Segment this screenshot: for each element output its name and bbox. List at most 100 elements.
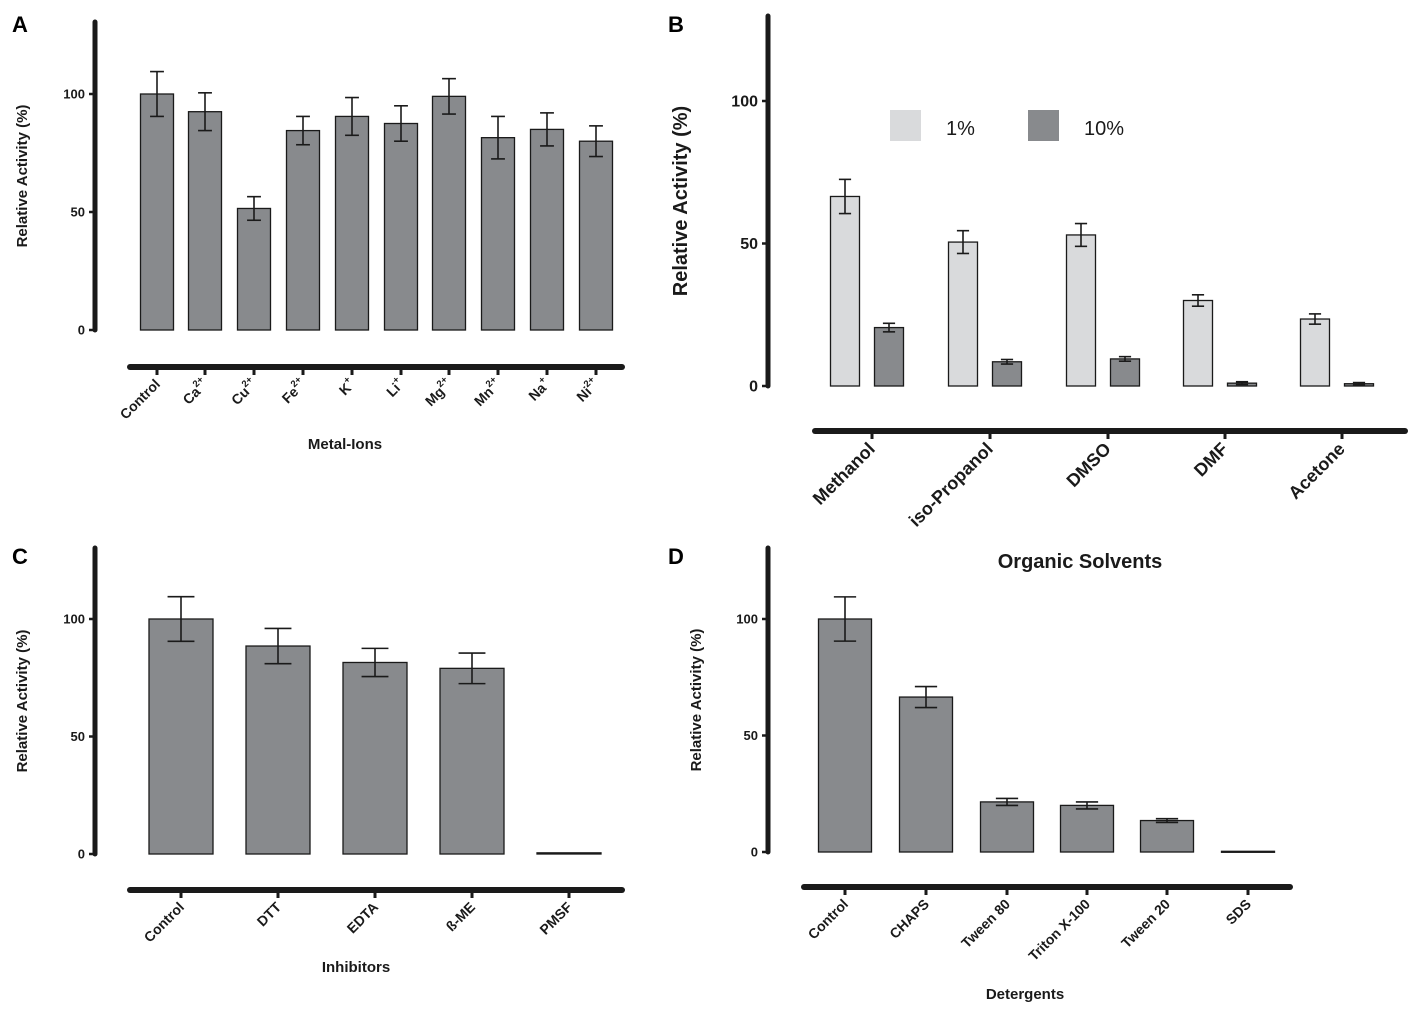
x-tick-label-text: CHAPS [886,896,932,942]
bar-10pct-2 [1109,358,1141,387]
x-tick-label: Ni2+ [572,374,603,405]
bar-1pct-2 [1065,234,1097,387]
x-tick-label: iso-Propanol [905,439,997,531]
legend-swatch [890,110,921,141]
x-tick-label-text: Methanol [809,439,879,509]
bar-0 [148,618,214,855]
bar-3 [1059,804,1115,853]
bar-9 [578,140,614,331]
bar-0 [817,618,873,853]
chart-panel-c: 0 50 100 Relative Activity (%) Control DTT EDT… [14,545,625,976]
x-tick-label: Acetone [1284,439,1348,503]
x-tick-label: Cu2+ [227,374,261,408]
bar-2 [979,801,1035,853]
x-tick-label-text: DMF [1190,439,1232,481]
x-tick-label: Tween 80 [958,896,1013,951]
x-tick-label-text: Acetone [1284,439,1348,503]
y-tick-label: 50 [740,236,758,253]
x-tick-label: Triton X-100 [1025,896,1093,964]
bar-4 [334,115,370,331]
x-tick-label: Tween 20 [1118,896,1173,951]
x-axis-label: Metal-Ions [308,436,382,453]
x-tick-label-text: ß-ME [443,899,479,935]
bar-5 [1220,850,1276,853]
x-tick-label-text: DMSO [1063,439,1115,491]
bar-0 [139,93,175,331]
x-tick-label-text: DTT [254,898,285,929]
bar-1 [898,696,954,853]
y-tick-label: 100 [731,94,758,111]
x-tick-label: EDTA [344,899,382,937]
legend-label: 1% [946,118,975,140]
panel-label-c: C [12,544,28,569]
y-axis-label: Relative Activity (%) [14,105,31,248]
x-tick-label: K+ [334,374,358,398]
x-tick-label-text: PMSF [536,898,575,937]
bar-1pct-1 [947,241,979,387]
bar-4 [1139,819,1195,853]
bar-10pct-0 [873,326,905,387]
y-axis-label: Relative Activity (%) [688,629,705,772]
chart-panel-b: 0 50 100 Relative Activity (%) 1% 10% Methanol… [670,13,1408,573]
x-axis-label: Organic Solvents [998,551,1163,573]
y-tick-label: 0 [78,323,85,338]
bar-3 [439,667,505,855]
chart-panel-d: 0 50 100 Relative Activity (%) Control CHAPS T… [688,545,1293,1003]
bar-8 [529,128,565,331]
x-tick-label: Control [141,899,188,946]
x-tick-label: Methanol [809,439,879,509]
y-axis-label: Relative Activity (%) [670,106,692,296]
panel-label-b: B [668,12,684,37]
x-tick-label-text: Tween 20 [1118,896,1173,951]
bar-1pct-3 [1182,299,1214,387]
x-tick-label-text: Control [805,896,852,943]
panel-label-a: A [12,12,28,37]
x-tick-label-text: Control [117,376,164,423]
y-axis-label: Relative Activity (%) [14,630,31,773]
x-tick-label: Control [117,376,164,423]
bar-2 [236,207,272,331]
bar-1pct-0 [829,195,861,387]
x-axis-label: Detergents [986,986,1064,1003]
x-tick-label: Ca2+ [178,374,211,407]
bar-2 [342,661,408,855]
x-tick-label: Li+ [382,374,408,400]
bar-1 [187,111,223,331]
x-tick-label-text: Triton X-100 [1025,896,1093,964]
chart-panel-a: 0 50 100 Relative Activity (%) Control Ca2+ Cu… [14,19,625,453]
x-tick-label: DMSO [1063,439,1115,491]
legend-swatch [1028,110,1059,141]
x-tick-label: SDS [1222,896,1254,928]
y-tick-label: 50 [71,729,85,744]
x-tick-label-text: EDTA [344,899,382,937]
panel-label-d: D [668,544,684,569]
bar-3 [285,129,321,331]
legend: 1% 10% [890,110,1124,141]
x-tick-label: DMF [1190,439,1232,481]
x-tick-label: Mn2+ [469,374,504,409]
y-tick-label: 0 [751,845,758,860]
bar-4 [536,852,602,855]
x-tick-label: CHAPS [886,896,932,942]
x-tick-label: Fe2+ [277,374,309,406]
y-tick-label: 100 [736,612,758,627]
x-tick-label-text: Control [141,899,188,946]
x-tick-label-text: Tween 80 [958,896,1013,951]
y-tick-label: 100 [63,612,85,627]
bar-7 [480,137,516,331]
bar-6 [431,95,467,331]
bar-10pct-1 [991,361,1023,387]
x-tick-label: Na+ [524,374,554,404]
x-tick-label-text: iso-Propanol [905,439,997,531]
x-tick-label-text: SDS [1222,896,1254,928]
x-tick-label: DTT [254,898,285,929]
y-tick-label: 50 [744,728,758,743]
y-tick-label: 100 [63,87,85,102]
bar-1 [245,645,311,855]
x-tick-label: Control [805,896,852,943]
x-axis-label: Inhibitors [322,959,390,976]
x-tick-label: Mg2+ [420,374,455,409]
legend-label: 10% [1084,118,1124,140]
x-tick-label: PMSF [536,898,575,937]
